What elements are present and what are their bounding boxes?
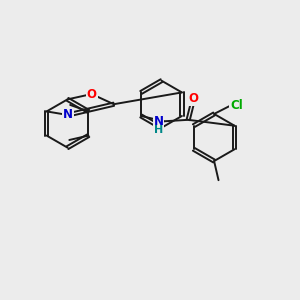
Text: O: O (87, 88, 97, 100)
Text: O: O (188, 92, 199, 105)
Text: N: N (63, 109, 73, 122)
Text: Cl: Cl (230, 99, 243, 112)
Text: N: N (154, 115, 164, 128)
Text: H: H (154, 125, 164, 135)
